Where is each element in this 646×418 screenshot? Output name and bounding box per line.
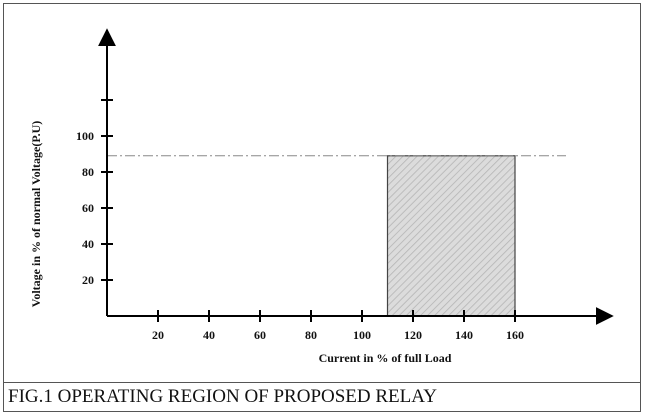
- x-tick-label: 100: [353, 328, 371, 342]
- figure-frame: [3, 3, 641, 412]
- x-axis-label: Current in % of full Load: [319, 351, 452, 365]
- y-tick-label: 100: [76, 129, 94, 143]
- x-tick-label: 120: [404, 328, 422, 342]
- x-tick-label: 20: [152, 328, 164, 342]
- y-tick-label: 60: [82, 201, 94, 215]
- x-tick-label: 80: [305, 328, 317, 342]
- figure-caption: FIG.1 OPERATING REGION OF PROPOSED RELAY: [8, 386, 437, 407]
- y-tick-label: 40: [82, 237, 94, 251]
- caption-divider: [3, 382, 641, 383]
- x-tick-label: 60: [254, 328, 266, 342]
- x-tick-label: 40: [203, 328, 215, 342]
- y-ticks: 20 40 60 80 100: [76, 99, 113, 287]
- x-tick-label: 160: [506, 328, 524, 342]
- operating-region-area: [386, 155, 516, 317]
- y-tick-label: 20: [82, 273, 94, 287]
- x-tick-label: 140: [455, 328, 473, 342]
- y-axis-label: Voltage in % of normal Voltage(P.U): [29, 121, 43, 307]
- y-tick-label: 80: [82, 165, 94, 179]
- x-ticks: 20 40 60 80 100 120 140 160: [152, 310, 524, 342]
